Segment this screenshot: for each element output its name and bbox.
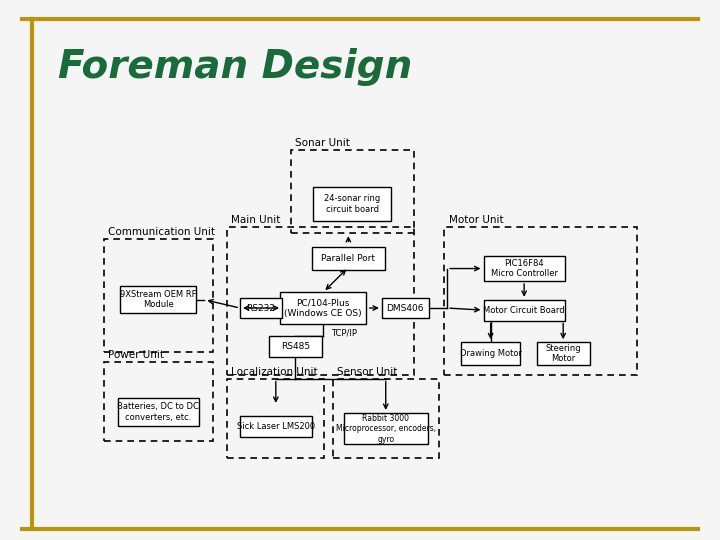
Text: Steering
Motor: Steering Motor — [545, 344, 581, 363]
Bar — [462, 342, 520, 365]
Bar — [117, 399, 199, 426]
Text: RS232: RS232 — [246, 303, 275, 313]
Bar — [312, 247, 384, 269]
Text: Main Unit: Main Unit — [231, 215, 281, 225]
Bar — [120, 286, 196, 313]
Text: PIC16F84
Micro Controller: PIC16F84 Micro Controller — [490, 259, 557, 278]
Bar — [484, 256, 564, 281]
Text: Communication Unit: Communication Unit — [109, 227, 215, 238]
Bar — [291, 150, 413, 233]
Text: Sonar Unit: Sonar Unit — [295, 138, 350, 148]
Bar — [227, 227, 414, 375]
Text: Drawing Motor: Drawing Motor — [459, 349, 522, 358]
Text: 9XStream OEM RF
Module: 9XStream OEM RF Module — [120, 290, 197, 309]
Text: Rabbit 3000
Microprocessor, encoders,
gyro: Rabbit 3000 Microprocessor, encoders, gy… — [336, 414, 436, 443]
Text: Motor Unit: Motor Unit — [449, 215, 503, 225]
Text: Localization Unit: Localization Unit — [231, 367, 318, 377]
Bar — [444, 227, 636, 375]
Text: Sensor Unit: Sensor Unit — [337, 367, 397, 377]
Bar — [240, 298, 282, 319]
Bar — [104, 239, 213, 352]
Bar — [280, 293, 366, 323]
Text: 24-sonar ring
circuit board: 24-sonar ring circuit board — [324, 194, 380, 214]
Text: Power Unit: Power Unit — [109, 350, 164, 360]
Bar — [536, 342, 590, 365]
Bar — [313, 187, 392, 221]
Text: Parallel Port: Parallel Port — [321, 254, 375, 262]
Text: PC/104-Plus
(Windows CE OS): PC/104-Plus (Windows CE OS) — [284, 298, 362, 318]
Text: DMS406: DMS406 — [387, 303, 424, 313]
Bar — [227, 379, 324, 458]
Bar — [382, 298, 429, 319]
Text: Foreman Design: Foreman Design — [58, 49, 412, 86]
Bar — [240, 416, 312, 437]
Bar — [104, 362, 213, 441]
Bar — [269, 336, 322, 357]
Bar — [484, 300, 564, 321]
Text: Batteries, DC to DC
converters, etc.: Batteries, DC to DC converters, etc. — [117, 402, 199, 422]
Text: TCP/IP: TCP/IP — [331, 328, 357, 338]
Text: RS485: RS485 — [281, 342, 310, 351]
Text: Motor Circuit Board: Motor Circuit Board — [483, 306, 565, 315]
Text: Sick Laser LMS200: Sick Laser LMS200 — [237, 422, 315, 431]
Bar — [333, 379, 438, 458]
Bar — [344, 413, 428, 444]
